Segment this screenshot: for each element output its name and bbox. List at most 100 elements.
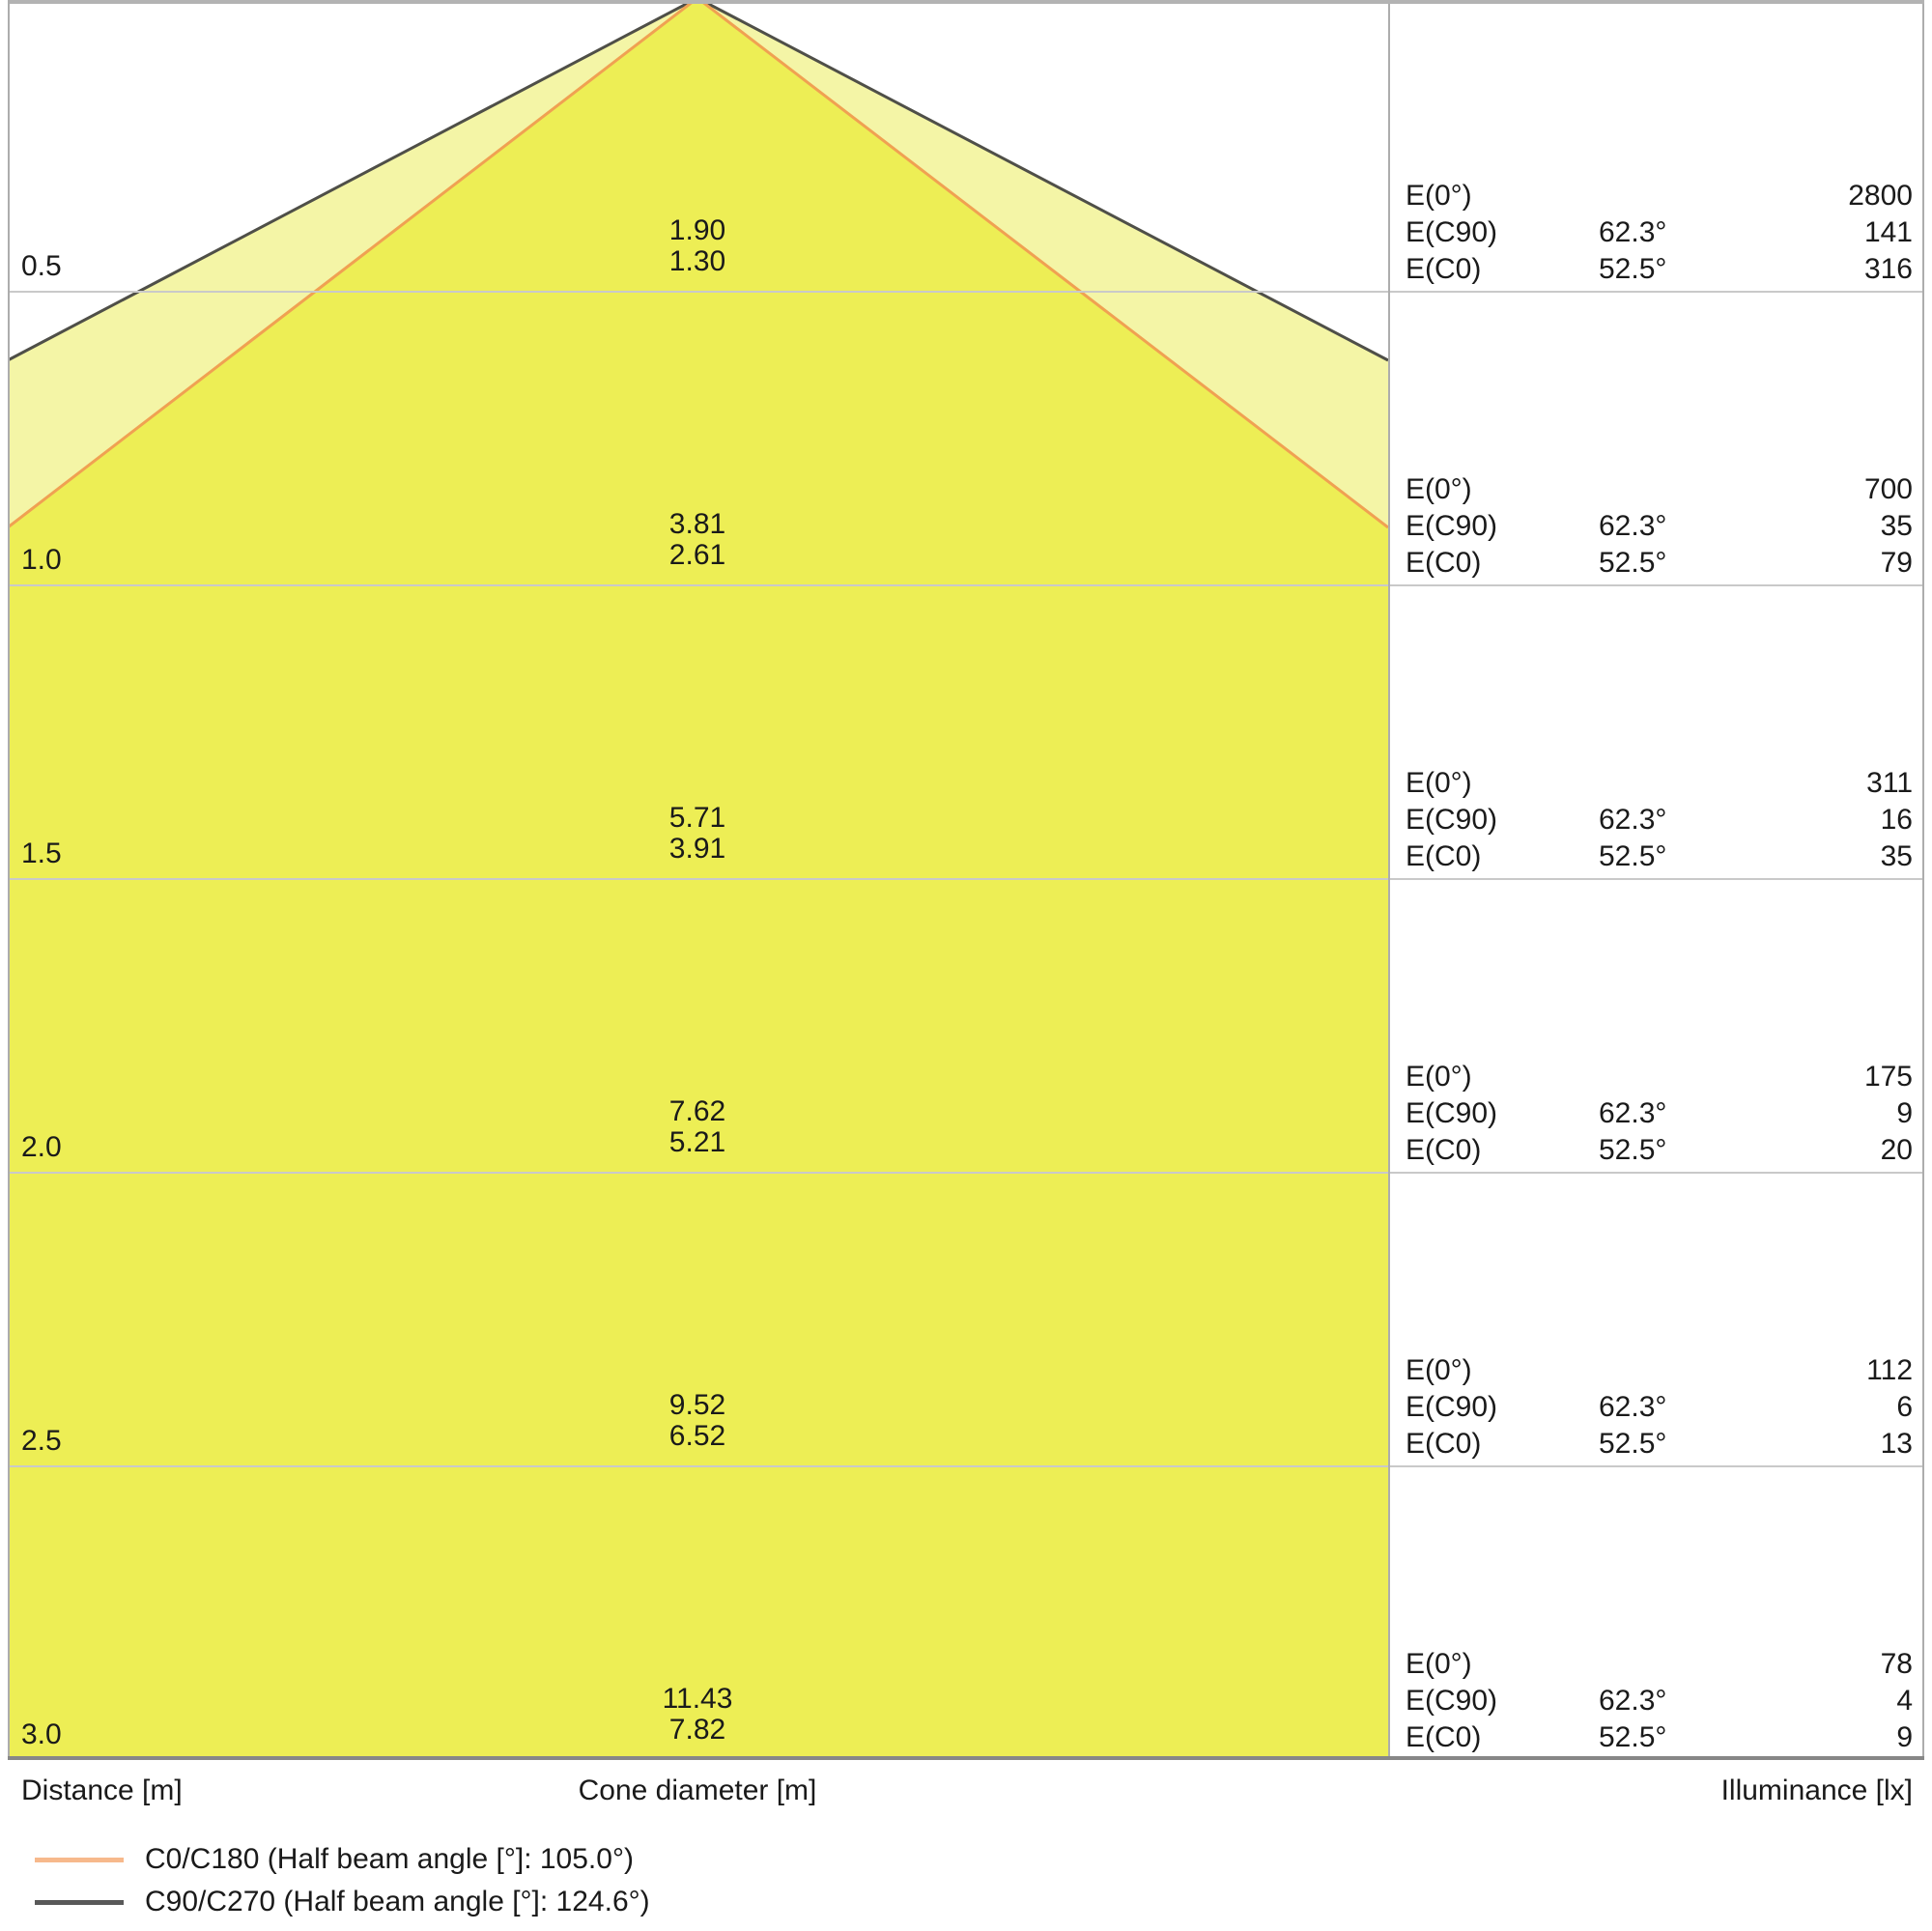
illuminance-row-ec0: E(C0) 52.5° 316 bbox=[1406, 251, 1913, 288]
cone-diameter-values: 5.71 3.91 bbox=[456, 803, 939, 865]
e0-value: 700 bbox=[1863, 473, 1913, 505]
e0-label: E(0°) bbox=[1406, 767, 1472, 799]
top-border bbox=[8, 0, 1924, 4]
ec90-label: E(C90) bbox=[1406, 1097, 1498, 1129]
e0-value: 78 bbox=[1880, 1648, 1913, 1680]
ec0-value: 35 bbox=[1880, 840, 1913, 872]
cone-c0-area bbox=[8, 4, 1388, 1760]
illuminance-block: E(0°) 311 E(C90) 62.3° 16 E(C0) 52.5° 35 bbox=[1406, 765, 1913, 875]
distance-label: 0.5 bbox=[21, 250, 62, 282]
cone-diameter-c90: 11.43 bbox=[662, 1683, 733, 1715]
e0-value: 112 bbox=[1866, 1354, 1913, 1386]
ec0-label: E(C0) bbox=[1406, 1134, 1482, 1166]
illuminance-row-ec90: E(C90) 62.3° 4 bbox=[1406, 1683, 1913, 1719]
gridline-2.5m bbox=[8, 1465, 1924, 1467]
table-divider bbox=[1388, 4, 1390, 1756]
e0-angle bbox=[1599, 178, 1715, 214]
e0-angle bbox=[1599, 471, 1715, 508]
legend-label-c0-c180: C0/C180 (Half beam angle [°]: 105.0°) bbox=[145, 1843, 634, 1875]
cone-diameter-c90: 7.62 bbox=[668, 1095, 726, 1127]
illuminance-block: E(0°) 2800 E(C90) 62.3° 141 E(C0) 52.5° … bbox=[1406, 178, 1913, 288]
ec90-label: E(C90) bbox=[1406, 216, 1498, 248]
ec0-angle: 52.5° bbox=[1599, 1721, 1667, 1753]
legend-row-c90-c270: C90/C270 (Half beam angle [°]: 124.6°) bbox=[35, 1881, 650, 1923]
illuminance-block: E(0°) 112 E(C90) 62.3° 6 E(C0) 52.5° 13 bbox=[1406, 1352, 1913, 1462]
legend-row-c0-c180: C0/C180 (Half beam angle [°]: 105.0°) bbox=[35, 1838, 650, 1881]
ec90-label: E(C90) bbox=[1406, 510, 1498, 542]
illuminance-row-ec0: E(C0) 52.5° 9 bbox=[1406, 1719, 1913, 1756]
ec90-angle: 62.3° bbox=[1599, 510, 1667, 542]
ec90-label: E(C90) bbox=[1406, 1685, 1498, 1717]
axis-label-distance: Distance [m] bbox=[21, 1775, 183, 1806]
distance-label: 2.5 bbox=[21, 1425, 62, 1457]
cone-diameter-c0: 3.91 bbox=[668, 833, 726, 865]
c0-c180-line-swatch bbox=[35, 1857, 124, 1862]
ec0-angle: 52.5° bbox=[1599, 840, 1667, 872]
e0-label: E(0°) bbox=[1406, 180, 1472, 212]
e0-angle bbox=[1599, 765, 1715, 802]
ec0-angle: 52.5° bbox=[1599, 253, 1667, 285]
axis-label-cone-diameter: Cone diameter [m] bbox=[578, 1775, 817, 1806]
ec90-angle: 62.3° bbox=[1599, 1097, 1667, 1129]
ec0-angle: 52.5° bbox=[1599, 1428, 1667, 1460]
ec0-value: 316 bbox=[1863, 253, 1913, 285]
illuminance-row-ec90: E(C90) 62.3° 9 bbox=[1406, 1095, 1913, 1132]
cone-diameter-values: 9.52 6.52 bbox=[456, 1390, 939, 1452]
gridline-1.0m bbox=[8, 584, 1924, 586]
ec0-value: 79 bbox=[1880, 547, 1913, 579]
ec0-label: E(C0) bbox=[1406, 1721, 1482, 1753]
e0-label: E(0°) bbox=[1406, 473, 1472, 505]
left-border bbox=[8, 0, 10, 1756]
c90-c270-line-swatch bbox=[35, 1899, 124, 1905]
cone-diameter-values: 1.90 1.30 bbox=[456, 215, 939, 277]
cone-diameter-c0: 1.30 bbox=[668, 245, 726, 277]
legend: C0/C180 (Half beam angle [°]: 105.0°) C9… bbox=[35, 1838, 650, 1923]
distance-label: 1.5 bbox=[21, 838, 62, 869]
ec0-value: 13 bbox=[1880, 1428, 1913, 1460]
ec90-value: 9 bbox=[1896, 1097, 1913, 1129]
illuminance-row-e0: E(0°) 311 bbox=[1406, 765, 1913, 802]
illuminance-row-e0: E(0°) 175 bbox=[1406, 1059, 1913, 1095]
cone-diameter-c0: 7.82 bbox=[668, 1714, 726, 1746]
cone-diameter-values: 7.62 5.21 bbox=[456, 1096, 939, 1158]
cone-diameter-c0: 5.21 bbox=[668, 1126, 726, 1158]
illuminance-row-ec90: E(C90) 62.3° 35 bbox=[1406, 508, 1913, 545]
ec90-value: 35 bbox=[1880, 510, 1913, 542]
ec0-label: E(C0) bbox=[1406, 253, 1482, 285]
illuminance-row-e0: E(0°) 78 bbox=[1406, 1646, 1913, 1683]
e0-label: E(0°) bbox=[1406, 1354, 1472, 1386]
illuminance-row-ec0: E(C0) 52.5° 13 bbox=[1406, 1426, 1913, 1462]
cone-c90-outline bbox=[8, 4, 1388, 362]
ec90-angle: 62.3° bbox=[1599, 1391, 1667, 1423]
gridline-2.0m bbox=[8, 1172, 1924, 1174]
ec0-value: 9 bbox=[1896, 1721, 1913, 1753]
e0-angle bbox=[1599, 1646, 1715, 1683]
ec0-label: E(C0) bbox=[1406, 840, 1482, 872]
illuminance-row-e0: E(0°) 2800 bbox=[1406, 178, 1913, 214]
ec90-value: 6 bbox=[1896, 1391, 1913, 1423]
ec0-label: E(C0) bbox=[1406, 547, 1482, 579]
legend-label-c90-c270: C90/C270 (Half beam angle [°]: 124.6°) bbox=[145, 1886, 650, 1917]
illuminance-row-ec90: E(C90) 62.3° 141 bbox=[1406, 214, 1913, 251]
illuminance-row-ec90: E(C90) 62.3° 6 bbox=[1406, 1389, 1913, 1426]
e0-value: 175 bbox=[1863, 1061, 1913, 1093]
ec90-angle: 62.3° bbox=[1599, 804, 1667, 836]
axis-label-illuminance: Illuminance [lx] bbox=[1720, 1775, 1913, 1806]
cone-diameter-values: 3.81 2.61 bbox=[456, 509, 939, 571]
distance-label: 1.0 bbox=[21, 544, 62, 576]
gridline-0.5m bbox=[8, 291, 1924, 293]
e0-value: 311 bbox=[1866, 767, 1913, 799]
illuminance-block: E(0°) 700 E(C90) 62.3° 35 E(C0) 52.5° 79 bbox=[1406, 471, 1913, 582]
cone-diameter-c90: 3.81 bbox=[668, 508, 726, 540]
cone-diameter-values: 11.43 7.82 bbox=[456, 1684, 939, 1746]
illuminance-row-ec0: E(C0) 52.5° 20 bbox=[1406, 1132, 1913, 1169]
e0-label: E(0°) bbox=[1406, 1061, 1472, 1093]
ec90-angle: 62.3° bbox=[1599, 216, 1667, 248]
illuminance-row-ec90: E(C90) 62.3° 16 bbox=[1406, 802, 1913, 838]
gridline-3.0m-bottom-border bbox=[8, 1756, 1924, 1760]
illuminance-row-e0: E(0°) 700 bbox=[1406, 471, 1913, 508]
illuminance-block: E(0°) 175 E(C90) 62.3° 9 E(C0) 52.5° 20 bbox=[1406, 1059, 1913, 1169]
ec0-angle: 52.5° bbox=[1599, 1134, 1667, 1166]
ec0-angle: 52.5° bbox=[1599, 547, 1667, 579]
